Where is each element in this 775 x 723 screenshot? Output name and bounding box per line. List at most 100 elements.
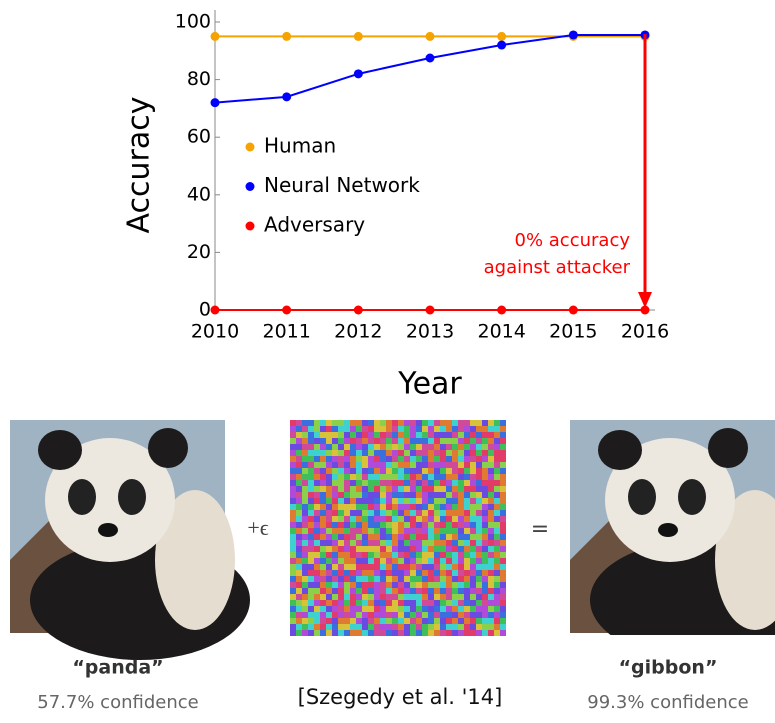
noise-pixel	[404, 516, 410, 522]
noise-pixel	[410, 534, 416, 540]
noise-pixel	[302, 498, 308, 504]
noise-pixel	[422, 468, 428, 474]
noise-pixel	[296, 468, 302, 474]
noise-pixel	[308, 516, 314, 522]
noise-pixel	[392, 522, 398, 528]
noise-pixel	[350, 450, 356, 456]
noise-pixel	[386, 630, 392, 636]
noise-pixel	[410, 546, 416, 552]
point	[354, 306, 363, 315]
noise-pixel	[494, 582, 500, 588]
noise-pixel	[452, 618, 458, 624]
noise-pixel	[314, 438, 320, 444]
noise-pixel	[410, 444, 416, 450]
noise-pixel	[470, 486, 476, 492]
noise-pixel	[452, 534, 458, 540]
noise-pixel	[458, 510, 464, 516]
noise-pixel	[380, 588, 386, 594]
noise-pixel	[392, 588, 398, 594]
noise-pixel	[470, 462, 476, 468]
noise-pixel	[320, 606, 326, 612]
noise-pixel	[296, 630, 302, 636]
noise-pixel	[374, 486, 380, 492]
noise-pixel	[338, 540, 344, 546]
noise-pixel	[290, 582, 296, 588]
noise-pixel	[380, 630, 386, 636]
noise-pixel	[440, 552, 446, 558]
noise-pixel	[470, 450, 476, 456]
noise-pixel	[464, 546, 470, 552]
noise-pixel	[446, 606, 452, 612]
noise-pixel	[302, 606, 308, 612]
noise-pixel	[446, 558, 452, 564]
noise-pixel	[302, 438, 308, 444]
noise-pixel	[476, 552, 482, 558]
noise-pixel	[470, 522, 476, 528]
noise-pixel	[320, 540, 326, 546]
noise-pixel	[440, 558, 446, 564]
noise-pixel	[398, 588, 404, 594]
noise-pixel	[488, 546, 494, 552]
noise-pixel	[482, 498, 488, 504]
noise-pixel	[386, 420, 392, 426]
noise-pixel	[350, 456, 356, 462]
noise-pixel	[350, 510, 356, 516]
noise-pixel	[320, 432, 326, 438]
noise-pixel	[500, 594, 506, 600]
noise-pixel	[314, 552, 320, 558]
noise-pixel	[440, 624, 446, 630]
noise-pixel	[422, 576, 428, 582]
noise-pixel	[326, 426, 332, 432]
noise-pixel	[440, 564, 446, 570]
noise-pixel	[434, 528, 440, 534]
noise-pixel	[338, 582, 344, 588]
noise-pixel	[350, 588, 356, 594]
noise-pixel	[476, 432, 482, 438]
noise-pixel	[458, 438, 464, 444]
noise-pixel	[368, 450, 374, 456]
noise-pixel	[374, 576, 380, 582]
noise-pixel	[296, 510, 302, 516]
noise-pixel	[410, 552, 416, 558]
noise-pixel	[290, 564, 296, 570]
noise-pixel	[344, 498, 350, 504]
noise-pixel	[398, 462, 404, 468]
noise-pixel	[416, 564, 422, 570]
noise-pixel	[374, 456, 380, 462]
noise-pixel	[482, 486, 488, 492]
noise-pixel	[416, 612, 422, 618]
noise-pixel	[344, 612, 350, 618]
noise-pixel	[314, 420, 320, 426]
noise-pixel	[488, 450, 494, 456]
noise-pixel	[302, 426, 308, 432]
noise-pixel	[452, 420, 458, 426]
noise-pixel	[494, 438, 500, 444]
noise-pixel	[332, 516, 338, 522]
noise-pixel	[434, 576, 440, 582]
noise-pixel	[398, 630, 404, 636]
noise-pixel	[332, 582, 338, 588]
noise-pixel	[386, 552, 392, 558]
noise-pixel	[488, 420, 494, 426]
noise-pixel	[320, 426, 326, 432]
noise-pixel	[386, 426, 392, 432]
noise-pixel	[296, 624, 302, 630]
noise-pixel	[368, 552, 374, 558]
noise-pixel	[476, 504, 482, 510]
noise-pixel	[368, 474, 374, 480]
noise-pixel	[488, 486, 494, 492]
noise-pixel	[350, 468, 356, 474]
noise-pixel	[476, 546, 482, 552]
noise-pixel	[314, 570, 320, 576]
noise-pixel	[398, 450, 404, 456]
noise-pixel	[350, 474, 356, 480]
noise-pixel	[320, 528, 326, 534]
noise-pixel	[488, 606, 494, 612]
noise-pixel	[398, 552, 404, 558]
noise-pixel	[374, 420, 380, 426]
noise-pixel	[428, 522, 434, 528]
noise-pixel	[368, 480, 374, 486]
noise-pixel	[308, 576, 314, 582]
noise-pixel	[320, 612, 326, 618]
noise-pixel	[476, 444, 482, 450]
